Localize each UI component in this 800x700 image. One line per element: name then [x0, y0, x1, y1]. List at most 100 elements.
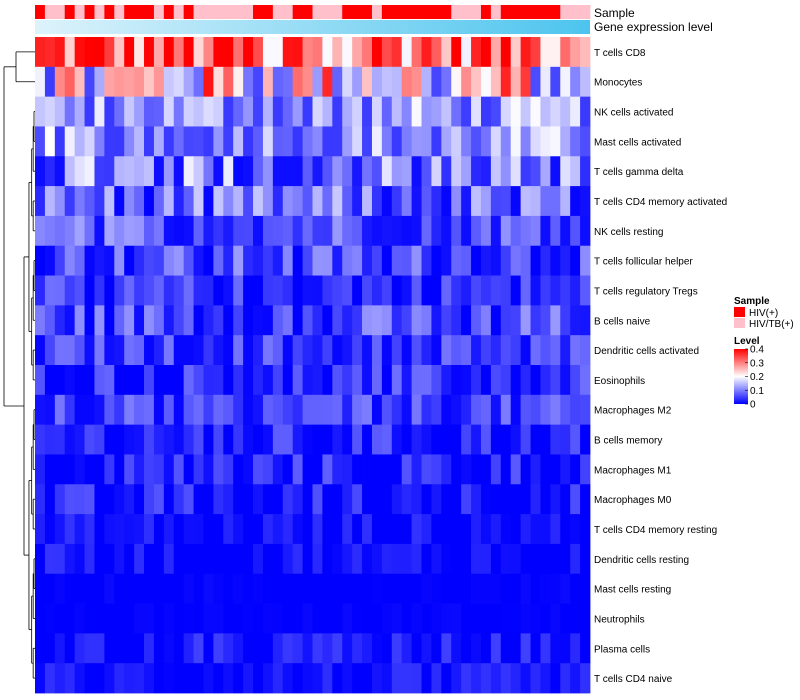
heatmap-cell: [163, 394, 175, 426]
heatmap-cell: [44, 156, 56, 187]
heatmap-cell: [560, 365, 571, 396]
heatmap-cell: [262, 66, 274, 98]
heatmap-cell: [332, 335, 343, 366]
heatmap-cell: [381, 245, 393, 276]
heatmap-cell: [114, 603, 125, 634]
heatmap-cell: [35, 305, 46, 336]
heatmap-cell: [64, 603, 76, 634]
heatmap-cell: [322, 454, 333, 485]
heatmap-cell: [94, 424, 105, 455]
heatmap-cell: [411, 215, 422, 247]
heatmap-cell: [243, 365, 254, 396]
heatmap-cell: [54, 365, 66, 396]
heatmap-cell: [94, 37, 105, 68]
heatmap-cell: [253, 394, 264, 426]
heatmap-cell: [471, 335, 482, 366]
heatmap-cell: [292, 514, 303, 545]
heatmap-cell: [233, 573, 244, 604]
heatmap-cell: [540, 543, 551, 575]
heatmap-cell: [233, 245, 244, 276]
heatmap-cell: [411, 394, 422, 426]
sample-cell: [342, 5, 353, 19]
heatmap-cell: [124, 96, 135, 127]
heatmap-cell: [193, 365, 204, 396]
heatmap-cell: [560, 156, 571, 187]
heatmap-cell: [451, 484, 462, 515]
heatmap-cell: [480, 633, 492, 664]
heatmap-cell: [520, 573, 531, 604]
heatmap-cell: [362, 96, 373, 127]
heatmap-cell: [64, 66, 76, 98]
heatmap-cell: [173, 663, 185, 694]
heatmap-cell: [520, 96, 531, 127]
heatmap-cell: [84, 394, 95, 426]
heatmap-cell: [391, 663, 403, 694]
heatmap-cell: [411, 633, 422, 664]
heatmap-cell: [441, 543, 452, 575]
heatmap-cell: [233, 96, 244, 127]
heatmap-cell: [471, 603, 482, 634]
heatmap-cell: [520, 514, 531, 545]
heatmap-cell: [213, 275, 224, 306]
heatmap-cell: [104, 633, 115, 664]
heatmap-cell: [233, 514, 244, 545]
sample-cell: [163, 5, 175, 19]
heatmap-cell: [550, 66, 561, 98]
heatmap-cell: [411, 66, 422, 98]
heatmap-cell: [411, 365, 422, 396]
heatmap-cell: [411, 484, 422, 515]
heatmap-cell: [282, 365, 294, 396]
heatmap-cell: [312, 633, 323, 664]
heatmap-cell: [560, 66, 571, 98]
heatmap-cell: [173, 156, 185, 187]
heatmap-cell: [362, 514, 373, 545]
heatmap-cell: [94, 305, 105, 336]
heatmap-cell: [322, 186, 333, 217]
heatmap-cell: [490, 603, 502, 634]
heatmap-cell: [312, 424, 323, 455]
heatmap-cell: [282, 633, 294, 664]
heatmap-cell: [153, 514, 165, 545]
heatmap-cell: [421, 186, 432, 217]
heatmap-cell: [262, 514, 274, 545]
heatmap-cell: [272, 514, 284, 545]
heatmap-cell: [292, 365, 303, 396]
heatmap-cell: [134, 454, 145, 485]
heatmap-cell: [44, 573, 56, 604]
heatmap-cell: [262, 156, 274, 187]
heatmap-cell: [401, 573, 413, 604]
heatmap-cell: [114, 454, 125, 485]
sample-cell: [461, 5, 472, 19]
heatmap-cell: [570, 394, 581, 426]
heatmap-cell: [302, 305, 313, 336]
heatmap-cell: [203, 663, 214, 694]
heatmap-cell: [54, 96, 66, 127]
heatmap-cell: [352, 365, 363, 396]
heatmap-cell: [391, 275, 403, 306]
heatmap-cell: [322, 365, 333, 396]
heatmap-cell: [570, 156, 581, 187]
heatmap-cell: [183, 335, 194, 366]
heatmap-cell: [570, 633, 581, 664]
heatmap-cell: [64, 394, 76, 426]
heatmap-cell: [134, 96, 145, 127]
heatmap-cell: [44, 96, 56, 127]
heatmap-cell: [540, 663, 551, 694]
heatmap-cell: [64, 365, 76, 396]
heatmap-cell: [104, 215, 115, 247]
heatmap-cell: [44, 275, 56, 306]
heatmap-cell: [580, 543, 591, 575]
heatmap-cell: [352, 424, 363, 455]
heatmap-cell: [203, 245, 214, 276]
heatmap-cell: [510, 96, 522, 127]
heatmap-cell: [381, 663, 393, 694]
heatmap-cell: [560, 573, 571, 604]
sample-cell: [371, 5, 383, 19]
heatmap-cell: [233, 37, 244, 68]
heatmap-cell: [114, 156, 125, 187]
heatmap-cell: [292, 603, 303, 634]
row-label: NK cells activated: [594, 108, 673, 119]
heatmap-cell: [134, 603, 145, 634]
heatmap-cell: [104, 335, 115, 366]
heatmap-cell: [223, 275, 234, 306]
